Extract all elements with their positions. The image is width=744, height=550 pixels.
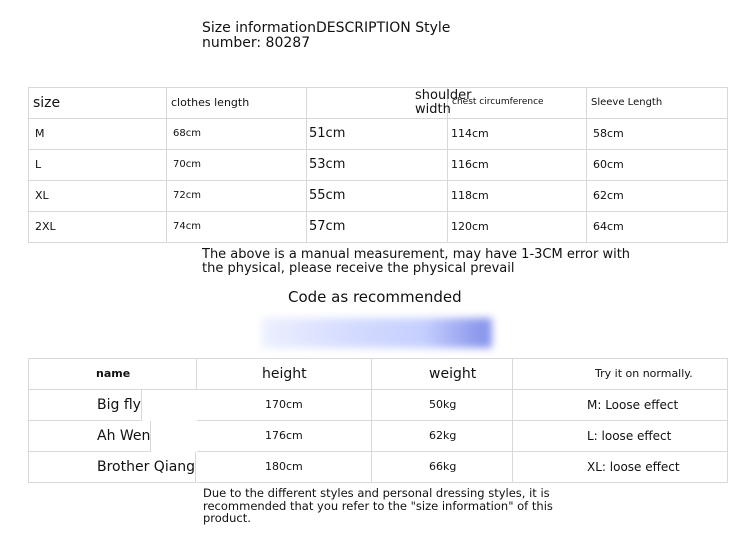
table-cell: 74cm [167, 212, 307, 243]
size-table: size clothes length shoulder width chest ci… [28, 87, 728, 243]
footer-note: Due to the different styles and personal… [203, 486, 553, 526]
table-cell: L [29, 150, 167, 181]
table-cell: 50kg [372, 390, 513, 421]
measurement-note: The above is a manual measurement, may h… [202, 247, 631, 277]
table-cell: 57cm [307, 212, 448, 243]
table-cell: 180cm [197, 452, 372, 483]
header-cell: chest circumference [448, 88, 587, 119]
table-cell: 170cm [197, 390, 372, 421]
table-cell: 114cm [448, 119, 587, 150]
table-cell: M: Loose effect [513, 390, 728, 421]
table-cell: Ah Wen [29, 421, 152, 452]
table-cell: XL: loose effect [513, 452, 728, 483]
header-cell: Try it on normally. [513, 359, 728, 390]
header-cell: name [29, 359, 197, 390]
table-cell: 60cm [587, 150, 728, 181]
header-cell: weight [372, 359, 513, 390]
table-cell: 64cm [587, 212, 728, 243]
table-cell: 62kg [372, 421, 513, 452]
header-cell: size [29, 88, 167, 119]
header-cell: clothes length [167, 88, 307, 119]
table-cell: 62cm [587, 181, 728, 212]
table-cell: 53cm [307, 150, 448, 181]
recommend-title: Code as recommended [288, 288, 462, 306]
table-cell: Brother Qiang [29, 452, 197, 483]
header-cell: Sleeve Length [587, 88, 728, 119]
table-cell: 70cm [167, 150, 307, 181]
table-cell: XL [29, 181, 167, 212]
table-cell: M [29, 119, 167, 150]
blurred-banner [262, 318, 492, 348]
table-cell: 176cm [197, 421, 372, 452]
table-cell: 68cm [167, 119, 307, 150]
header-title: Size informationDESCRIPTION Style number… [202, 20, 451, 52]
table-cell: 72cm [167, 181, 307, 212]
table-cell: 118cm [448, 181, 587, 212]
fit-table: name height weight Try it on normally. Big f… [28, 358, 728, 483]
table-cell: 58cm [587, 119, 728, 150]
table-cell: 120cm [448, 212, 587, 243]
table-cell: 116cm [448, 150, 587, 181]
table-cell: 66kg [372, 452, 513, 483]
header-cell: shoulder width [307, 88, 471, 119]
table-cell: 55cm [307, 181, 448, 212]
table-cell: L: loose effect [513, 421, 728, 452]
table-cell: 2XL [29, 212, 167, 243]
header-cell: height [197, 359, 372, 390]
table-cell: 51cm [307, 119, 448, 150]
table-cell: Big fly [29, 390, 142, 421]
